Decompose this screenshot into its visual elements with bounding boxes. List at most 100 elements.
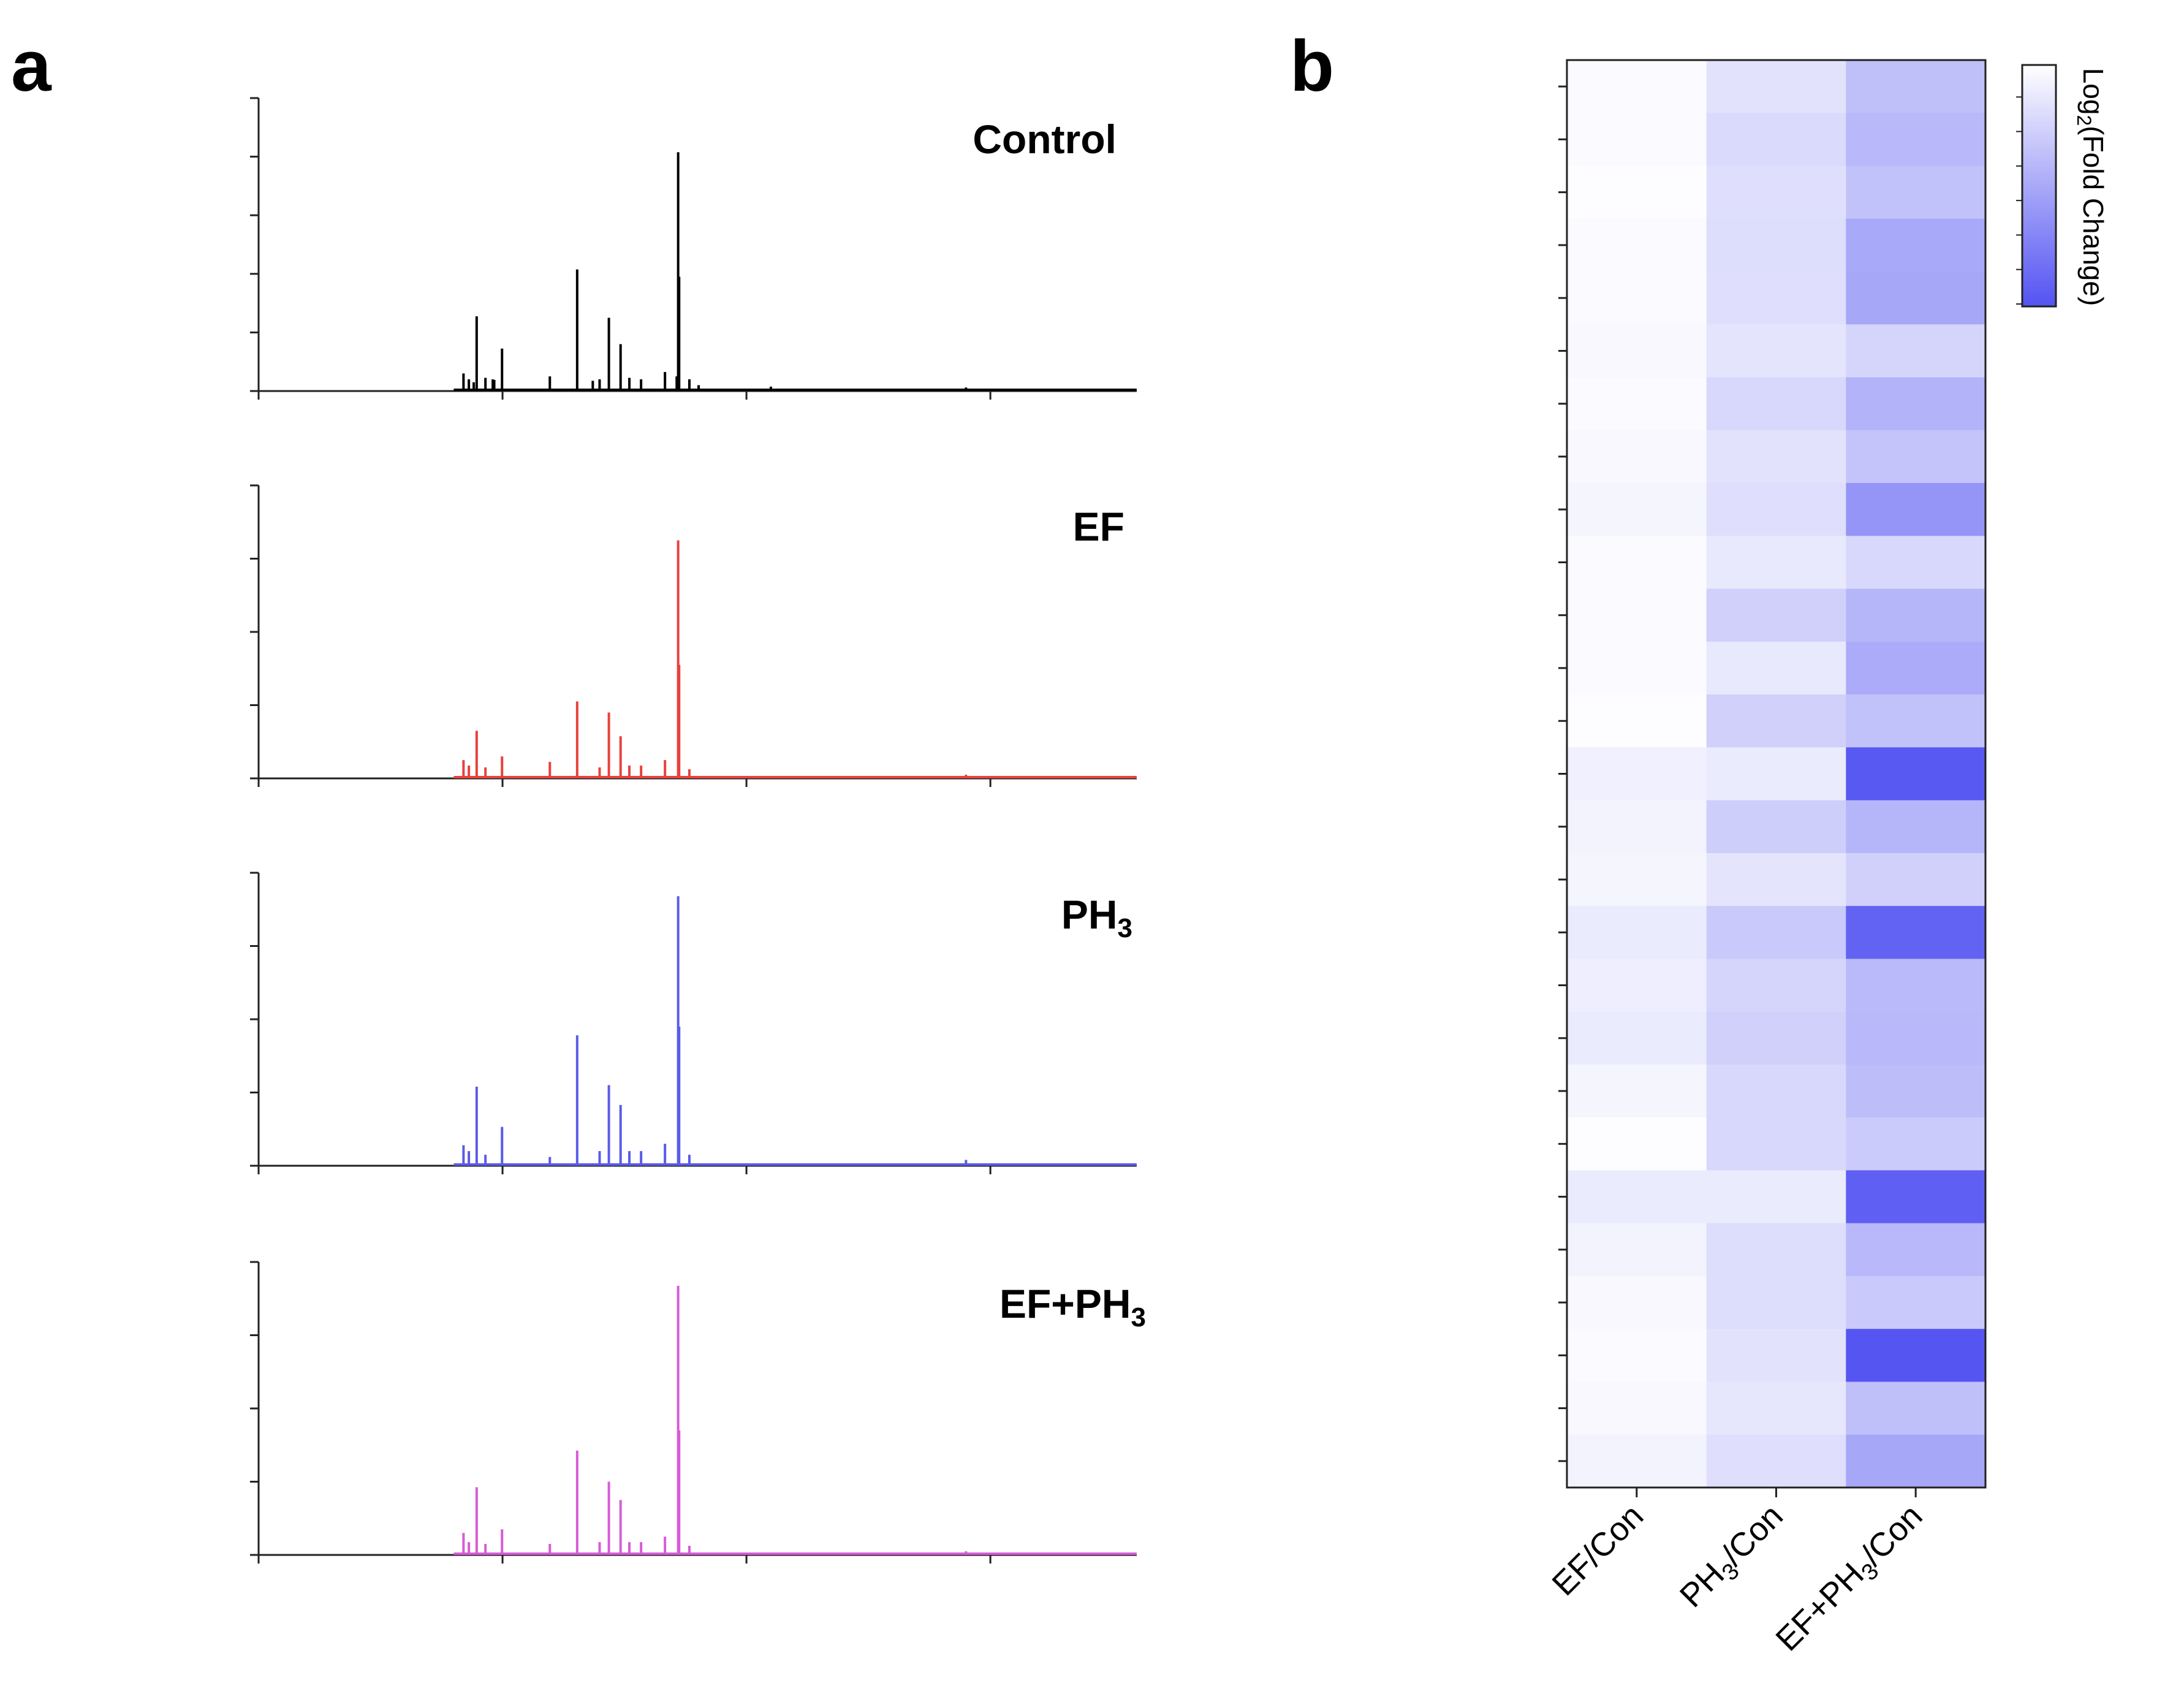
heatmap-cell	[1706, 1117, 1846, 1171]
heatmap-cell	[1846, 853, 1986, 906]
heatmap-cell	[1706, 853, 1846, 906]
spectrum-title-subscript: 3	[1131, 1302, 1146, 1332]
heatmap-cell	[1846, 1275, 1986, 1329]
heatmap-cell	[1567, 853, 1707, 906]
heatmap-cell	[1846, 272, 1986, 325]
colorbar-label: Log2(Fold Change)	[2073, 68, 2109, 306]
heatmap-cell	[1567, 1329, 1707, 1383]
heatmap-cell	[1706, 694, 1846, 748]
spectrum-chart-3: EF+PH3	[250, 1261, 1146, 1564]
heatmap-cell	[1846, 324, 1986, 378]
heatmap-cell	[1567, 1381, 1707, 1435]
heatmap-cell	[1706, 1275, 1846, 1329]
heatmap-cell	[1706, 1434, 1846, 1488]
heatmap-cell	[1567, 641, 1707, 695]
heatmap-cell	[1846, 588, 1986, 642]
heatmap-cell	[1846, 430, 1986, 484]
heatmap-cell	[1567, 588, 1707, 642]
spectrum-title-main: EF+PH	[999, 1281, 1131, 1326]
heatmap-cell	[1706, 1064, 1846, 1118]
colorbar	[2021, 64, 2057, 308]
heatmap-cell	[1567, 430, 1707, 484]
heatmap-cell	[1706, 747, 1846, 801]
heatmap-cell	[1567, 906, 1707, 960]
heatmap-cell	[1846, 1223, 1986, 1277]
heatmap-cell	[1846, 483, 1986, 536]
heatmap-cell	[1706, 1011, 1846, 1065]
colorbar-label-tail: (Fold Change)	[2077, 126, 2109, 306]
heatmap-cell	[1846, 959, 1986, 1013]
heatmap-cell	[1706, 800, 1846, 854]
heatmap-cell	[1567, 60, 1707, 113]
heatmap-cell	[1706, 113, 1846, 167]
heatmap-cell	[1846, 1381, 1986, 1435]
heatmap-cell	[1706, 324, 1846, 378]
spectrum-chart-1: EF	[250, 484, 1137, 787]
column-label: EF/Con	[1545, 1497, 1650, 1603]
spectrum-title-main: PH	[1061, 892, 1118, 937]
heatmap-cell	[1567, 959, 1707, 1013]
heatmap-cell	[1567, 1223, 1707, 1277]
heatmap-cell	[1567, 377, 1707, 431]
heatmap-cell	[1706, 1329, 1846, 1383]
heatmap-cell	[1706, 377, 1846, 431]
heatmap-cell	[1846, 1434, 1986, 1488]
heatmap-cell	[1706, 588, 1846, 642]
heatmap-cell	[1846, 218, 1986, 272]
spectrum-title: EF+PH3	[999, 1281, 1146, 1332]
spectrum-chart-2: PH3	[250, 872, 1137, 1174]
heatmap-cell	[1706, 641, 1846, 695]
colorbar-label-subscript: 2	[2073, 115, 2095, 126]
heatmap-cell	[1567, 218, 1707, 272]
heatmap-cell	[1567, 1170, 1707, 1224]
heatmap-cell	[1706, 959, 1846, 1013]
spectrum-title: Control	[973, 116, 1117, 162]
heatmap-cell	[1706, 165, 1846, 219]
heatmap-cell	[1846, 1329, 1986, 1383]
heatmap-cell	[1846, 641, 1986, 695]
panel-b-letter: b	[1290, 26, 1334, 107]
heatmap-cell	[1846, 113, 1986, 167]
heatmap-cell	[1706, 483, 1846, 536]
heatmap-cell	[1846, 906, 1986, 960]
heatmap-cell	[1567, 483, 1707, 536]
heatmap-cell	[1706, 60, 1846, 113]
heatmap-cell	[1846, 377, 1986, 431]
heatmap-cell	[1846, 1064, 1986, 1118]
heatmap-cell	[1846, 747, 1986, 801]
heatmap-cell	[1567, 694, 1707, 748]
heatmap-cell	[1706, 1381, 1846, 1435]
heatmap-cell	[1846, 165, 1986, 219]
heatmap-cell	[1846, 694, 1986, 748]
column-label: EF+PH3/Con	[1769, 1497, 1933, 1662]
column-label-main: EF+PH	[1769, 1556, 1871, 1659]
heatmap-cell	[1567, 1275, 1707, 1329]
heatmap-cell	[1567, 1011, 1707, 1065]
heatmap-cell	[1567, 800, 1707, 854]
colorbar-label-main: Log	[2077, 68, 2109, 115]
heatmap-cell	[1567, 272, 1707, 325]
spectrum-title: EF	[1073, 504, 1124, 549]
heatmap-cell	[1846, 60, 1986, 113]
heatmap-cell	[1706, 536, 1846, 590]
heatmap-cell	[1567, 113, 1707, 167]
spectrum-chart-0: Control	[250, 97, 1137, 400]
heatmap-cell	[1846, 1170, 1986, 1224]
heatmap-cell	[1846, 1117, 1986, 1171]
heatmap-cell	[1567, 536, 1707, 590]
heatmap-cell	[1567, 165, 1707, 219]
heatmap-cell	[1567, 747, 1707, 801]
heatmap-cell	[1706, 272, 1846, 325]
heatmap-cell	[1846, 1011, 1986, 1065]
heatmap-cell	[1846, 800, 1986, 854]
spectrum-title-subscript: 3	[1118, 913, 1132, 943]
heatmap-cell	[1567, 1434, 1707, 1488]
heatmap-cell	[1706, 1223, 1846, 1277]
heatmap-cell	[1706, 218, 1846, 272]
heatmap-cell	[1706, 430, 1846, 484]
heatmap-cell	[1567, 324, 1707, 378]
heatmap-cell	[1567, 1117, 1707, 1171]
